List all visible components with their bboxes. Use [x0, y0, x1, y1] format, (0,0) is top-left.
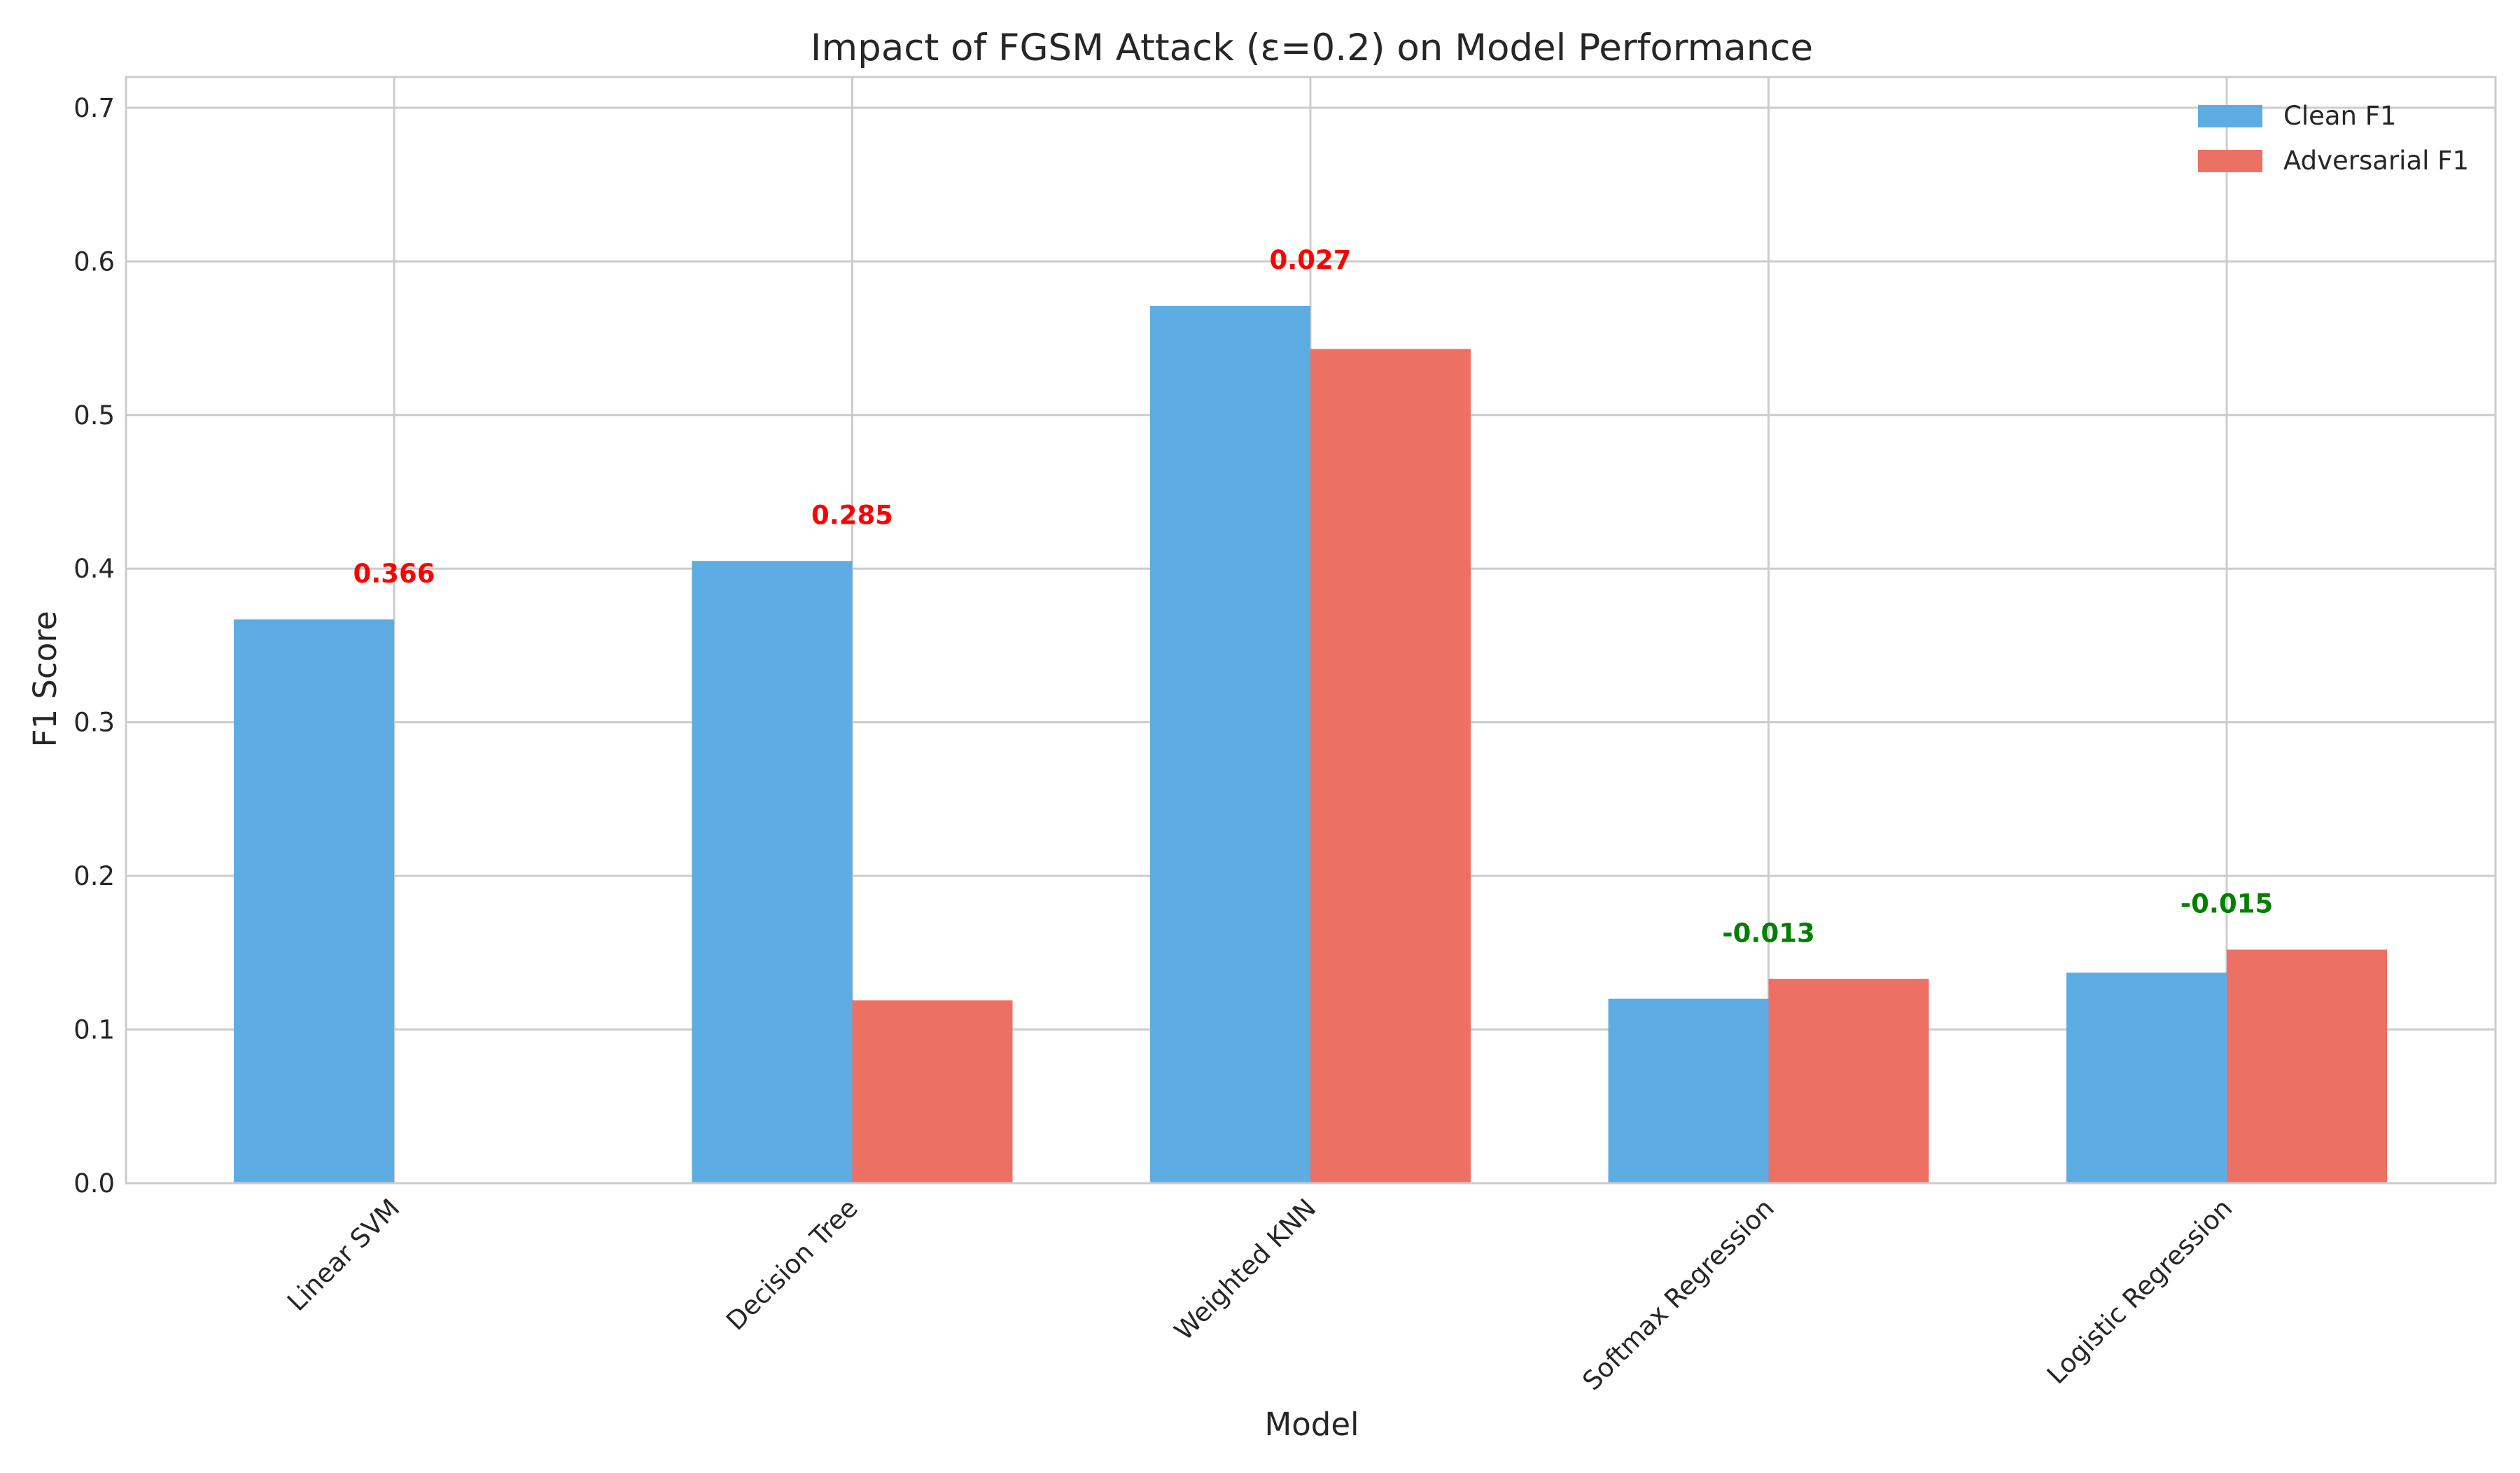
adversarial-f1-bar — [2227, 949, 2387, 1183]
clean-f1-bar — [1150, 305, 1310, 1184]
delta-annotation: -0.015 — [2180, 889, 2273, 919]
y-tick-label: 0.2 — [74, 861, 115, 891]
y-tick-label: 0.7 — [74, 93, 115, 123]
legend: Clean F1 Adversarial F1 — [2198, 101, 2469, 176]
legend-label: Adversarial F1 — [2283, 146, 2469, 176]
clean-f1-bar — [234, 619, 394, 1183]
clean-f1-bar — [1608, 998, 1769, 1183]
legend-label: Clean F1 — [2283, 101, 2397, 131]
adversarial-f1-bar — [1310, 349, 1471, 1184]
y-axis-label: F1 Score — [27, 611, 64, 748]
adversarial-f1-bar — [1768, 979, 1929, 1183]
y-tick-label: 0.0 — [74, 1168, 115, 1199]
clean-f1-bar — [2066, 972, 2227, 1183]
legend-swatch — [2198, 105, 2262, 127]
y-tick-label: 0.4 — [74, 554, 115, 584]
y-tick-label: 0.5 — [74, 400, 115, 431]
annotation-layer: 0.366 0.285 0.027 -0.013 -0.015 — [353, 245, 2273, 948]
x-axis-label: Model — [1264, 1406, 1359, 1443]
clean-f1-bar — [692, 561, 853, 1183]
delta-annotation: -0.013 — [1722, 918, 1814, 948]
y-tick-label: 0.1 — [74, 1015, 115, 1045]
adversarial-f1-bar — [852, 1000, 1013, 1183]
delta-annotation: 0.366 — [353, 559, 435, 589]
delta-annotation: 0.285 — [811, 500, 893, 530]
chart-title: Impact of FGSM Attack (ε=0.2) on Model P… — [811, 27, 1813, 69]
plot-frame — [125, 76, 2497, 1185]
legend-swatch — [2198, 150, 2262, 172]
y-tick-label: 0.6 — [74, 246, 115, 277]
bar-layer — [234, 305, 2387, 1184]
y-tick-label: 0.3 — [74, 708, 115, 738]
delta-annotation: 0.027 — [1269, 245, 1351, 275]
